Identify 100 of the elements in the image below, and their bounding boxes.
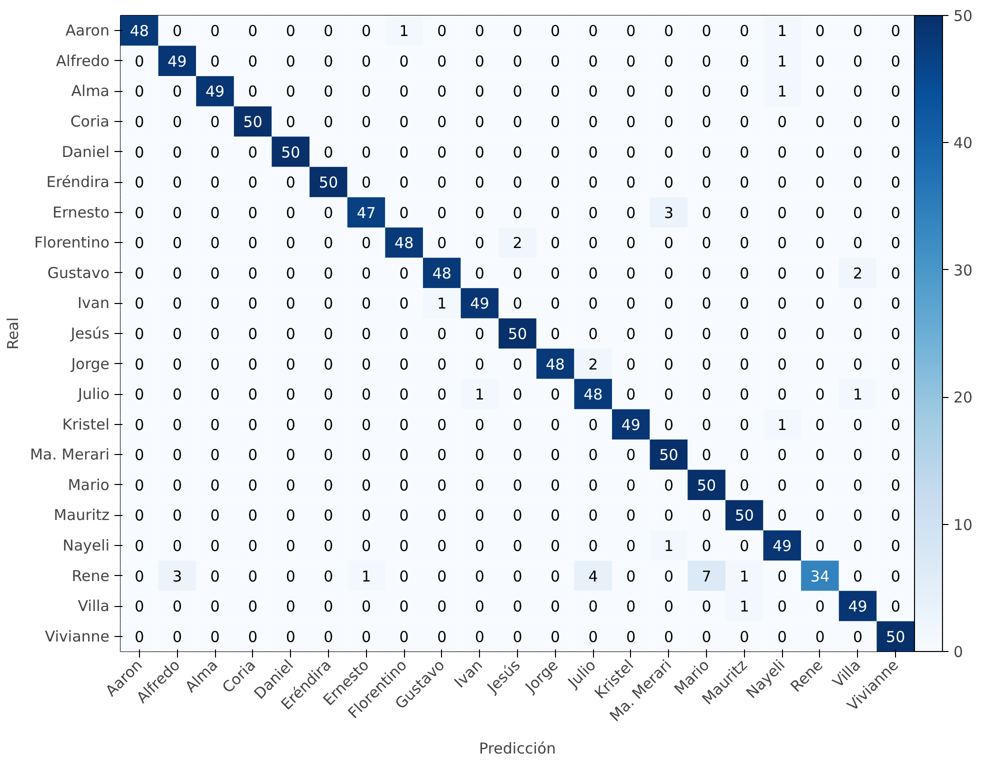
data-label: 0	[210, 598, 220, 616]
data-label: 1	[361, 567, 372, 586]
data-label: 0	[248, 476, 258, 494]
data-label: 0	[437, 143, 447, 162]
data-label: 0	[550, 628, 560, 646]
data-label: 0	[626, 22, 636, 40]
data-label: 0	[286, 476, 296, 494]
data-label: 0	[361, 446, 372, 464]
data-label: 2	[853, 264, 863, 282]
data-label: 0	[210, 52, 220, 70]
data-label: 0	[324, 476, 334, 494]
data-label: 0	[210, 506, 220, 525]
data-label: 0	[702, 143, 712, 162]
data-label: 0	[474, 506, 484, 525]
data-label: 0	[474, 416, 484, 434]
data-label: 0	[702, 82, 712, 101]
data-label: 0	[210, 234, 220, 252]
data-label: 0	[626, 537, 636, 555]
data-label: 0	[134, 234, 144, 252]
data-label: 0	[324, 325, 334, 343]
data-label: 0	[626, 506, 636, 525]
data-label: 47	[356, 204, 376, 222]
data-label: 0	[512, 567, 522, 586]
data-label: 0	[512, 416, 522, 434]
data-label: 0	[664, 506, 674, 525]
data-label: 0	[550, 143, 560, 162]
data-label: 0	[588, 598, 598, 616]
data-label: 0	[512, 174, 522, 192]
data-label: 0	[550, 386, 560, 404]
data-label: 0	[324, 143, 334, 162]
data-label: 0	[210, 22, 220, 40]
data-label: 48	[432, 264, 452, 282]
data-label: 0	[815, 22, 825, 40]
data-label: 0	[664, 82, 674, 101]
data-label: 0	[740, 294, 750, 313]
data-label: 0	[474, 204, 484, 222]
data-label: 0	[474, 628, 484, 646]
data-label: 0	[474, 598, 484, 616]
data-label: 0	[437, 204, 447, 222]
y-tick-label: Mauritz	[54, 506, 110, 524]
data-label: 48	[130, 22, 149, 40]
data-label: 0	[664, 598, 674, 616]
data-label: 1	[664, 537, 674, 555]
data-label: 0	[286, 82, 296, 101]
data-label: 0	[550, 204, 560, 222]
data-label: 0	[248, 204, 258, 222]
data-label: 0	[815, 82, 825, 101]
data-label: 0	[248, 52, 258, 70]
data-label: 0	[210, 476, 220, 494]
data-label: 0	[361, 143, 372, 162]
data-label: 0	[399, 416, 409, 434]
data-label: 0	[286, 325, 296, 343]
data-label: 0	[210, 386, 220, 404]
data-label: 0	[248, 506, 258, 525]
data-label: 0	[474, 22, 484, 40]
data-label: 0	[626, 204, 636, 222]
data-label: 0	[853, 355, 863, 374]
data-label: 3	[172, 567, 182, 586]
data-label: 0	[588, 476, 598, 494]
data-label: 0	[853, 294, 863, 313]
data-label: 0	[361, 386, 372, 404]
data-label: 1	[740, 598, 750, 616]
data-label: 0	[664, 52, 674, 70]
data-label: 0	[248, 446, 258, 464]
data-label: 0	[248, 174, 258, 192]
data-label: 0	[248, 294, 258, 313]
data-label: 0	[361, 52, 372, 70]
data-label: 0	[815, 294, 825, 313]
data-label: 0	[890, 82, 900, 101]
data-label: 0	[134, 82, 144, 101]
data-label: 1	[474, 386, 484, 404]
data-label: 0	[740, 174, 750, 192]
data-label: 0	[740, 234, 750, 252]
data-label: 0	[740, 446, 750, 464]
data-label: 0	[815, 264, 825, 282]
data-label: 0	[777, 506, 787, 525]
data-label: 0	[626, 52, 636, 70]
color-bar-label: 30	[954, 261, 973, 280]
color-bar-label: 50	[954, 7, 973, 25]
data-label: 49	[205, 82, 225, 101]
color-bar-label: 0	[954, 643, 964, 661]
data-label: 0	[664, 386, 674, 404]
data-label: 0	[890, 598, 900, 616]
data-label: 0	[361, 113, 372, 131]
data-label: 0	[210, 355, 220, 374]
data-label: 0	[286, 386, 296, 404]
data-label: 0	[853, 82, 863, 101]
data-label: 0	[134, 294, 144, 313]
data-label: 0	[324, 204, 334, 222]
data-label: 0	[399, 506, 409, 525]
data-label: 0	[740, 628, 750, 646]
data-label: 0	[588, 22, 598, 40]
data-label: 0	[248, 325, 258, 343]
data-label: 0	[550, 446, 560, 464]
data-label: 0	[550, 598, 560, 616]
data-label: 0	[626, 598, 636, 616]
data-label: 0	[740, 22, 750, 40]
data-label: 0	[588, 82, 598, 101]
color-bar-label: 10	[954, 516, 973, 534]
data-label: 0	[890, 416, 900, 434]
